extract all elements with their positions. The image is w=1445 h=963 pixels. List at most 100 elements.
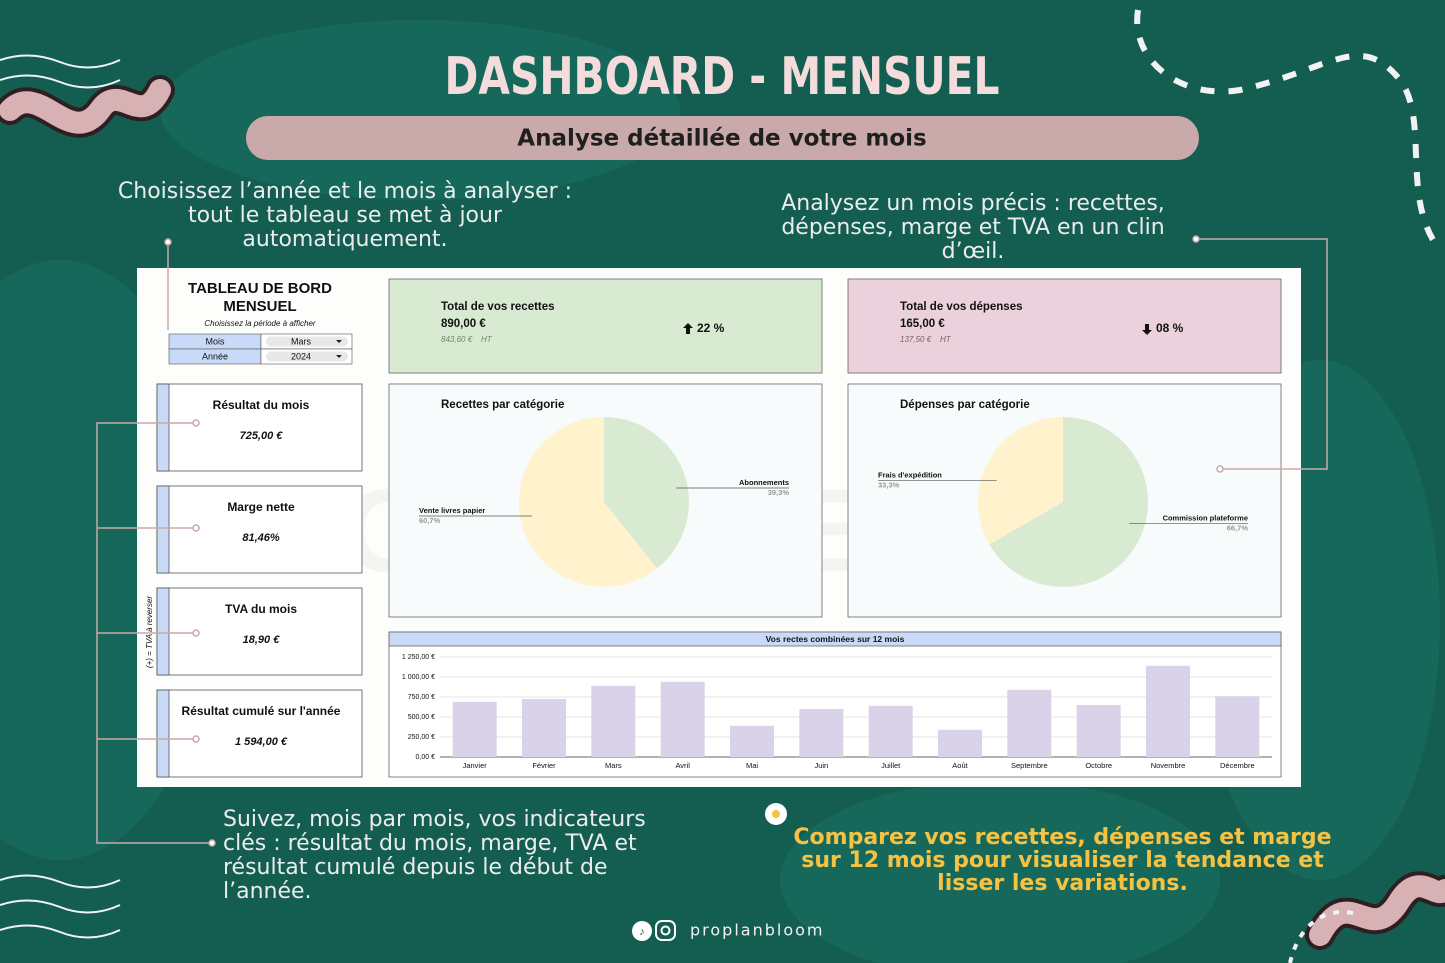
y-tick-label: 750,00 € bbox=[408, 694, 435, 701]
selector-pill bbox=[266, 336, 348, 347]
pie-slice bbox=[604, 417, 690, 569]
pie-label: Abonnements bbox=[739, 478, 789, 487]
arrow-up bbox=[683, 323, 693, 334]
x-tick-label: Octobre bbox=[1085, 761, 1112, 770]
x-tick-label: Août bbox=[952, 761, 968, 770]
kpi-label: Résultat du mois bbox=[213, 398, 310, 412]
svg-text:♪: ♪ bbox=[639, 926, 645, 938]
selector-value: Mars bbox=[291, 336, 311, 346]
y-tick-label: 0,00 € bbox=[416, 754, 436, 761]
x-tick-label: Avril bbox=[675, 761, 690, 770]
bar bbox=[1076, 705, 1121, 757]
kpi-card bbox=[156, 383, 363, 472]
bar bbox=[1215, 696, 1260, 757]
kpi-card bbox=[156, 587, 363, 676]
total-change: 22 % bbox=[697, 321, 725, 335]
kpi-label: TVA du mois bbox=[225, 602, 297, 616]
pie-label: Commission plateforme bbox=[1163, 513, 1248, 522]
pie-value-label: 60,7% bbox=[419, 516, 441, 525]
dashboard: PROPLANBLOOMTABLEAU DE BORDMENSUELChoisi… bbox=[145, 278, 1282, 778]
pie-slice bbox=[519, 417, 657, 587]
y-tick-label: 1 250,00 € bbox=[402, 654, 435, 661]
net-label: HT bbox=[481, 335, 493, 344]
kpi-card bbox=[156, 689, 363, 778]
total-change: 08 % bbox=[1156, 321, 1184, 335]
pie-label: Vente livres papier bbox=[419, 506, 485, 515]
kpi-strip bbox=[156, 485, 170, 574]
arrow-down bbox=[1142, 324, 1152, 335]
callout-bottom-left: Suivez, mois par mois, vos indicateurs c… bbox=[223, 807, 646, 904]
pie-slice bbox=[989, 417, 1149, 587]
kpi-label: Marge nette bbox=[227, 500, 295, 514]
kpi-value: 81,46% bbox=[242, 532, 280, 544]
y-tick-label: 1 000,00 € bbox=[402, 674, 435, 681]
pie-value-label: 39,3% bbox=[768, 488, 790, 497]
net-label: HT bbox=[940, 335, 952, 344]
x-tick-label: Février bbox=[532, 761, 556, 770]
bar bbox=[591, 685, 636, 757]
pie-value-label: 66,7% bbox=[1227, 523, 1249, 532]
dashboard-title: TABLEAU DE BORD bbox=[188, 280, 332, 297]
social-icons: ♪ bbox=[632, 920, 676, 941]
y-tick-label: 500,00 € bbox=[408, 714, 435, 721]
selector-label: Année bbox=[202, 351, 228, 361]
bar bbox=[730, 725, 774, 757]
kpi-label: Résultat cumulé sur l'année bbox=[182, 704, 341, 718]
callout-top-right: Analysez un mois précis : recettes, dépe… bbox=[781, 191, 1165, 264]
x-tick-label: Septembre bbox=[1011, 761, 1048, 770]
connectors bbox=[96, 235, 1328, 847]
chart-header bbox=[388, 631, 1282, 647]
x-tick-label: Mars bbox=[605, 761, 622, 770]
bar bbox=[1007, 689, 1052, 757]
dropdown-arrow bbox=[336, 355, 342, 358]
pie-value-label: 33,3% bbox=[878, 481, 900, 490]
total-amount: 890,00 € bbox=[441, 318, 486, 330]
kpi-strip bbox=[156, 587, 170, 676]
vat-note: (+) = TVA à reverser bbox=[145, 596, 154, 669]
page-subtitle: Analyse détaillée de votre mois bbox=[517, 126, 926, 152]
chart-title: Recettes par catégorie bbox=[441, 399, 564, 411]
social-handle: proplanbloom bbox=[690, 921, 824, 940]
bar bbox=[660, 681, 705, 757]
chart-title: Dépenses par catégorie bbox=[900, 399, 1030, 411]
kpi-value: 1 594,00 € bbox=[235, 736, 288, 748]
selector-pill bbox=[266, 351, 348, 362]
selector-value: 2024 bbox=[291, 351, 311, 361]
total-card bbox=[847, 278, 1282, 374]
page-title: DASHBOARD - MENSUEL bbox=[445, 47, 1000, 107]
bar bbox=[938, 729, 982, 757]
callout-bottom-right: Comparez vos recettes, dépenses et marge… bbox=[793, 825, 1332, 896]
dashboard-title: MENSUEL bbox=[223, 298, 296, 315]
kpi-card bbox=[156, 485, 363, 574]
bar bbox=[868, 705, 913, 757]
pie-label: Frais d'expédition bbox=[878, 471, 942, 480]
x-tick-label: Mai bbox=[746, 761, 758, 770]
bar bbox=[522, 699, 566, 757]
selector-label: Mois bbox=[205, 336, 225, 346]
x-tick-label: Janvier bbox=[463, 761, 488, 770]
kpi-value: 725,00 € bbox=[240, 430, 284, 442]
bar bbox=[1146, 665, 1190, 757]
subtitle-pill bbox=[246, 116, 1199, 160]
bar bbox=[452, 701, 497, 757]
x-tick-label: Juillet bbox=[881, 761, 901, 770]
x-tick-label: Décembre bbox=[1220, 761, 1255, 770]
pie-slice bbox=[978, 416, 1063, 545]
y-tick-label: 250,00 € bbox=[408, 734, 435, 741]
net-amount: 137,50 € bbox=[900, 335, 932, 344]
net-amount: 843,60 € bbox=[441, 335, 473, 344]
callout-top-left: Choisissez l’année et le mois à analyser… bbox=[117, 179, 573, 252]
dropdown-arrow bbox=[336, 340, 342, 343]
x-tick-label: Juin bbox=[814, 761, 828, 770]
total-label: Total de vos dépenses bbox=[900, 301, 1023, 313]
bar bbox=[799, 709, 844, 757]
chart-title: Vos rectes combinées sur 12 mois bbox=[766, 634, 905, 644]
total-amount: 165,00 € bbox=[900, 318, 945, 330]
total-label: Total de vos recettes bbox=[441, 301, 555, 313]
period-hint: Choisissez la période à afficher bbox=[204, 319, 316, 328]
kpi-value: 18,90 € bbox=[243, 634, 281, 646]
kpi-strip bbox=[156, 689, 170, 778]
flower-icon bbox=[765, 803, 787, 825]
